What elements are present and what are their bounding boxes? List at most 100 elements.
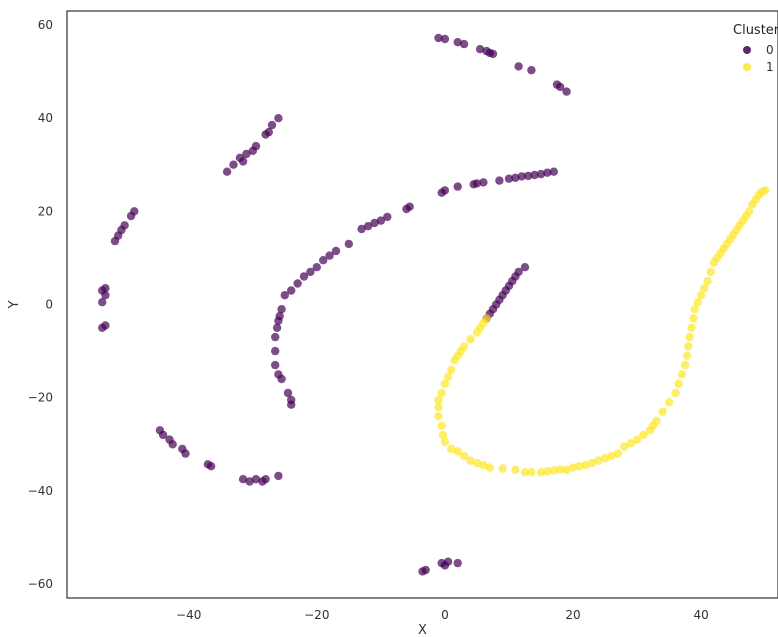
cluster-0-point (181, 449, 190, 458)
cluster-1-point (511, 465, 520, 475)
cluster-0-point (306, 267, 315, 277)
cluster-0-point (251, 475, 261, 484)
cluster-0-point (283, 388, 293, 398)
legend-label-cluster-0: 0 (766, 43, 774, 57)
cluster-0-point (319, 256, 328, 265)
cluster-1-point (434, 395, 443, 405)
cluster-1-point (652, 416, 661, 426)
cluster-0-point (293, 279, 302, 288)
cluster-0-point (126, 211, 136, 221)
cluster-0-point (536, 169, 546, 179)
points-layer (98, 33, 770, 576)
y-tick-label: −20 (28, 391, 53, 405)
cluster-1-point (613, 449, 623, 458)
cluster-0-point (527, 66, 536, 75)
cluster-1-point (443, 372, 453, 381)
cluster-1-point (761, 186, 770, 195)
cluster-1-point (696, 291, 706, 300)
cluster-0-point (543, 168, 552, 177)
legend-marker-cluster-1 (743, 63, 751, 71)
cluster-0-point (453, 558, 462, 568)
x-tick-label: −40 (176, 608, 201, 622)
cluster-1-point (440, 437, 450, 447)
y-tick-label: 40 (38, 111, 53, 125)
cluster-0-point (274, 471, 283, 481)
cluster-0-point (479, 178, 488, 187)
cluster-1-point (687, 323, 696, 332)
cluster-0-point (110, 236, 120, 246)
cluster-1-point (447, 444, 456, 454)
cluster-1-point (450, 356, 459, 365)
cluster-0-point (325, 251, 334, 260)
cluster-0-point (434, 33, 443, 43)
cluster-1-point (682, 351, 692, 360)
cluster-0-point (530, 170, 539, 180)
cluster-0-point (272, 323, 282, 332)
cluster-1-point (690, 305, 699, 314)
cluster-1-point (600, 454, 610, 463)
cluster-0-point (248, 146, 257, 155)
cluster-0-point (443, 557, 453, 566)
cluster-1-point (466, 335, 475, 344)
cluster-1-point (434, 402, 443, 412)
cluster-1-point (693, 298, 703, 307)
cluster-0-point (488, 49, 498, 59)
cluster-1-point (568, 463, 578, 472)
x-tick-label: 0 (441, 608, 449, 622)
cluster-0-point (437, 188, 446, 197)
cluster-1-point (658, 407, 667, 416)
cluster-0-point (261, 130, 270, 139)
cluster-0-point (274, 316, 283, 325)
cluster-1-point (440, 379, 450, 388)
cluster-0-point (261, 475, 270, 484)
cluster-0-point (277, 305, 286, 314)
cluster-0-point (418, 567, 427, 576)
cluster-1-point (677, 370, 687, 379)
cluster-1-point (588, 458, 597, 468)
cluster-1-point (498, 464, 507, 473)
y-tick-label: −60 (28, 577, 53, 591)
cluster-0-point (363, 222, 373, 231)
cluster-0-point (383, 212, 392, 222)
cluster-1-point (632, 435, 642, 444)
cluster-1-point (594, 456, 603, 465)
cluster-1-point (549, 466, 558, 475)
cluster-1-point (479, 461, 488, 470)
cluster-1-point (706, 267, 715, 277)
cluster-0-point (511, 173, 520, 182)
cluster-0-point (514, 62, 523, 71)
cluster-1-point (485, 463, 494, 472)
cluster-1-point (581, 461, 590, 470)
cluster-0-point (287, 400, 296, 409)
cluster-0-point (168, 440, 177, 449)
cluster-0-point (440, 34, 450, 44)
cluster-1-point (620, 442, 629, 451)
cluster-0-point (370, 218, 379, 228)
cluster-1-point (437, 421, 446, 430)
cluster-0-point (469, 180, 478, 189)
cluster-0-point (277, 374, 286, 384)
y-tick-label: 60 (38, 18, 53, 32)
cluster-0-point (238, 157, 248, 166)
cluster-1-point (671, 388, 680, 398)
cluster-0-point (495, 176, 504, 185)
y-tick-label: 0 (45, 298, 53, 312)
cluster-1-point (689, 314, 698, 323)
cluster-0-point (504, 174, 514, 183)
cluster-0-point (299, 272, 309, 281)
cluster-0-point (517, 172, 526, 181)
cluster-0-point (101, 291, 110, 300)
cluster-1-point (437, 388, 446, 398)
cluster-0-point (556, 82, 565, 92)
cluster-0-point (357, 224, 366, 234)
cluster-0-point (475, 45, 485, 54)
cluster-0-point (376, 216, 386, 225)
cluster-0-point (271, 346, 280, 356)
cluster-0-point (459, 39, 469, 49)
cluster-0-point (331, 246, 341, 256)
cluster-1-point (575, 462, 584, 471)
cluster-1-point (703, 277, 712, 286)
cluster-1-point (472, 328, 482, 337)
cluster-0-point (238, 475, 248, 484)
